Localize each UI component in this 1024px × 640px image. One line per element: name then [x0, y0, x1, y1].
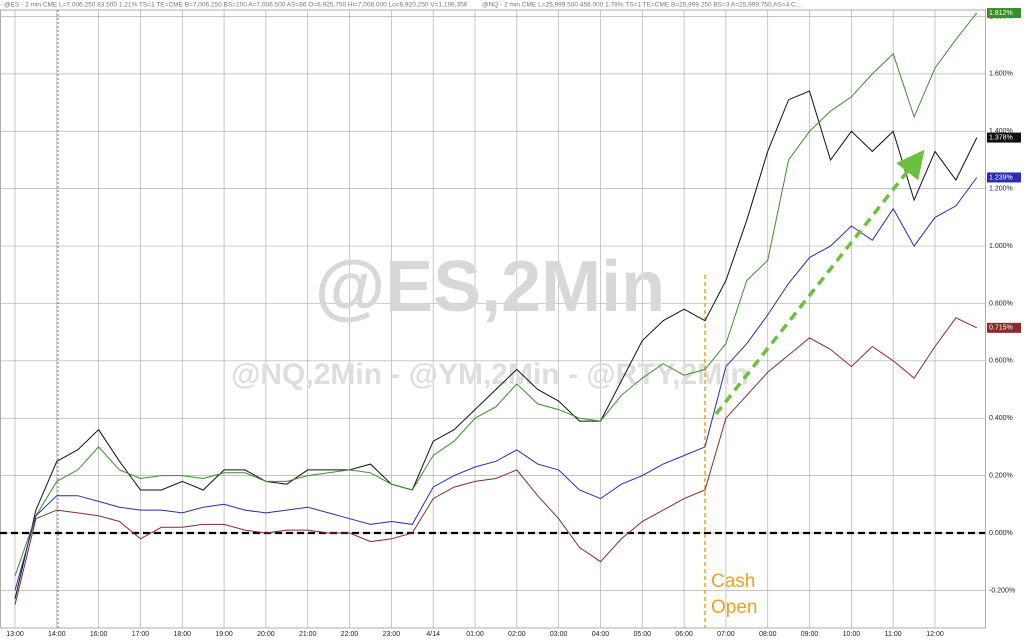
x-tick-label: 10:00 [843, 631, 861, 638]
x-tick-label: 21:00 [299, 631, 317, 638]
y-tick-label: 1.000% [989, 243, 1013, 250]
x-tick-label: 20:00 [257, 631, 275, 638]
x-tick-label: 18:00 [174, 631, 192, 638]
annotation: Open [711, 597, 757, 618]
x-tick-label: 01:00 [466, 631, 484, 638]
y-tick-label: 1.600% [989, 71, 1013, 78]
end-badge [987, 322, 1021, 333]
end-badge [987, 132, 1021, 143]
end-badge [987, 172, 1021, 183]
x-tick-label: 17:00 [132, 631, 150, 638]
series-line [14, 177, 978, 591]
y-tick-label: 0.000% [989, 530, 1013, 537]
plot-border [0, 9, 986, 629]
end-label: 0.715% [989, 325, 1013, 332]
end-label: 1.812% [989, 10, 1013, 17]
series-line [14, 317, 978, 605]
x-tick-label: 23:00 [383, 631, 401, 638]
x-tick-label: 08:00 [759, 631, 777, 638]
x-tick-label: 11:00 [885, 631, 902, 638]
x-tick-label: 07:00 [717, 631, 735, 638]
annotation: Cash [711, 571, 755, 592]
x-tick-label: 06:00 [675, 631, 693, 638]
end-label: 1.239% [989, 174, 1013, 181]
grid [0, 9, 986, 629]
x-tick-label: 4/14 [426, 631, 440, 638]
header-left: @ES - 2 min CME L=7,006.250 83.500 1.21%… [4, 2, 468, 9]
header-right: @NQ - 2 min CME L=25,999.500 456.000 1.7… [482, 2, 801, 9]
x-tick-label: 14:00 [48, 631, 66, 638]
watermark: @ES,2Min [315, 247, 665, 327]
y-tick-label: -0.200% [989, 587, 1015, 594]
y-tick-label: 0.800% [989, 300, 1013, 307]
trend-arrow [714, 149, 925, 416]
x-tick-label: 02:00 [508, 631, 526, 638]
y-tick-label: 1.400% [989, 128, 1013, 135]
x-tick-label: 09:00 [801, 631, 819, 638]
x-tick-label: 22:00 [341, 631, 359, 638]
x-tick-label: 05:00 [634, 631, 652, 638]
end-label: 1.378% [989, 134, 1013, 141]
x-tick-label: 12:00 [926, 631, 944, 638]
y-tick-label: 0.400% [989, 415, 1013, 422]
x-tick-label: 16:00 [90, 631, 108, 638]
x-tick-label: 19:00 [215, 631, 233, 638]
x-tick-label: 13:00 [6, 631, 24, 638]
y-tick-label: 1.200% [989, 186, 1013, 193]
x-tick-label: 04:00 [592, 631, 610, 638]
y-tick-label: 0.200% [989, 472, 1013, 479]
watermark-sub: @NQ,2Min - @YM,2Min - @RTY,2Min [231, 358, 749, 391]
plot [0, 12, 985, 628]
x-tick-label: 03:00 [550, 631, 568, 638]
y-tick-label: 0.600% [989, 358, 1013, 365]
end-badge [987, 8, 1021, 19]
series-line [14, 12, 978, 577]
series-line [14, 90, 978, 600]
